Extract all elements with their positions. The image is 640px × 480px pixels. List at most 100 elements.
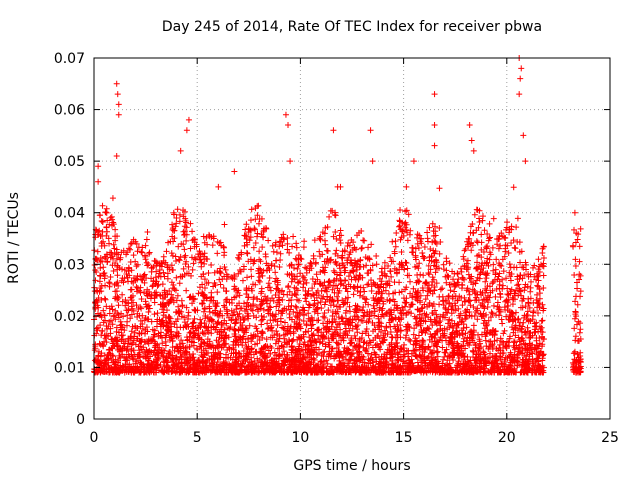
data-point <box>382 287 389 294</box>
data-point <box>288 302 295 309</box>
data-point <box>168 279 175 286</box>
data-point <box>439 285 446 292</box>
data-point <box>260 306 267 313</box>
data-point <box>251 225 258 232</box>
data-point <box>320 349 327 356</box>
data-point <box>397 207 404 214</box>
data-point <box>476 338 483 345</box>
data-point <box>384 331 391 338</box>
data-point <box>487 314 494 321</box>
data-point <box>169 295 176 302</box>
data-point <box>533 276 540 283</box>
data-point <box>354 232 361 239</box>
data-point <box>483 343 490 350</box>
data-point <box>378 269 385 276</box>
data-point <box>433 280 440 287</box>
data-point <box>189 228 196 235</box>
data-point <box>128 328 135 335</box>
data-point <box>341 300 348 307</box>
data-point <box>419 304 426 311</box>
data-point <box>324 360 331 367</box>
data-point <box>92 267 99 274</box>
data-point <box>252 239 259 246</box>
data-point <box>170 281 177 288</box>
data-point <box>268 260 275 267</box>
data-point <box>479 300 486 307</box>
data-point <box>208 330 215 337</box>
data-point <box>190 354 197 361</box>
data-point <box>316 253 323 260</box>
data-point <box>337 269 344 276</box>
data-point <box>468 313 475 320</box>
data-point <box>313 271 320 278</box>
data-point <box>115 302 122 309</box>
data-point <box>197 316 204 323</box>
data-point <box>248 273 255 280</box>
data-point <box>271 349 278 356</box>
data-point <box>474 316 481 323</box>
data-point <box>179 340 186 347</box>
data-point <box>401 303 408 310</box>
data-point <box>153 278 160 285</box>
data-point <box>195 336 202 343</box>
data-point <box>97 322 104 329</box>
data-point <box>127 315 134 322</box>
data-point <box>425 262 432 269</box>
data-point <box>398 288 405 295</box>
data-point <box>415 265 422 272</box>
data-point <box>333 235 340 242</box>
data-point <box>296 340 303 347</box>
data-point <box>102 209 109 216</box>
data-point <box>387 297 394 304</box>
data-point <box>499 320 506 327</box>
data-point <box>425 269 432 276</box>
data-point <box>160 253 167 260</box>
data-point <box>101 269 108 276</box>
data-point <box>473 238 480 245</box>
data-point <box>109 306 116 313</box>
data-point <box>155 273 162 280</box>
data-point <box>391 265 398 272</box>
data-point <box>478 366 485 373</box>
data-point <box>412 263 419 270</box>
data-point <box>189 300 196 307</box>
data-point <box>290 308 297 315</box>
data-point <box>121 275 128 282</box>
data-point <box>381 259 388 266</box>
data-point <box>412 256 419 263</box>
data-point <box>92 234 99 241</box>
data-point <box>309 332 316 339</box>
data-point <box>163 307 170 314</box>
data-point <box>166 318 173 325</box>
data-point <box>397 236 404 243</box>
data-point <box>365 281 372 288</box>
data-point <box>342 295 349 302</box>
data-point <box>203 234 210 241</box>
data-point <box>360 312 367 319</box>
data-point <box>432 232 439 239</box>
data-point <box>441 364 448 371</box>
data-point <box>221 252 228 259</box>
data-point <box>465 243 472 250</box>
data-point <box>373 253 380 260</box>
data-point <box>519 275 526 282</box>
data-point <box>487 251 494 258</box>
data-point <box>130 337 137 344</box>
data-point <box>254 296 261 303</box>
data-point <box>190 236 197 243</box>
data-point <box>250 312 257 319</box>
data-point <box>371 281 378 288</box>
data-point <box>489 310 496 317</box>
data-point <box>139 277 146 284</box>
data-point <box>530 358 537 365</box>
data-point <box>524 324 531 331</box>
data-point <box>364 350 371 357</box>
data-point <box>371 305 378 312</box>
data-point <box>426 224 433 231</box>
data-point <box>496 306 503 313</box>
data-point <box>467 223 474 230</box>
data-point <box>221 264 228 271</box>
data-point <box>391 248 398 255</box>
data-point <box>403 183 410 190</box>
data-point <box>172 253 179 260</box>
